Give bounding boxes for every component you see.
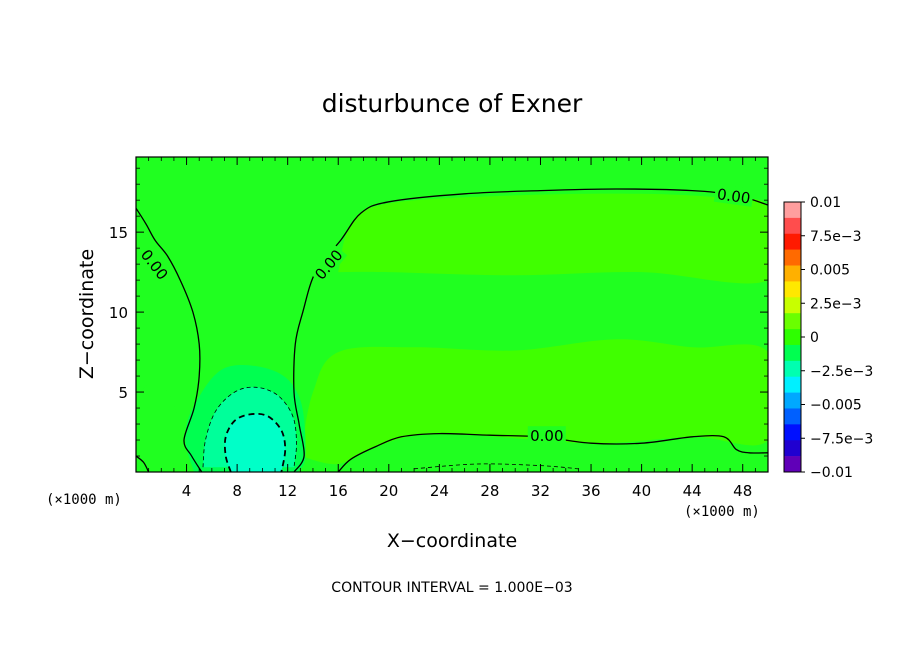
contour-label: 0.00	[716, 185, 752, 207]
colorbar-label: 0.005	[810, 263, 850, 279]
contour-label-bg	[527, 426, 566, 445]
colorbar-segment	[784, 281, 801, 298]
colorbar-label: 2.5e−3	[810, 296, 862, 312]
x-tick-label: 40	[632, 482, 651, 500]
colorbar-segment	[784, 265, 801, 282]
y-tick-label: 15	[109, 224, 128, 242]
x-axis-label: X−coordinate	[387, 530, 517, 552]
colorbar-segment	[784, 202, 801, 219]
x-tick-label: 24	[430, 482, 449, 500]
fill-region	[300, 339, 768, 465]
colorbar-label: −0.01	[810, 465, 853, 481]
colorbar-segment	[784, 408, 801, 425]
x-unit-right: (×1000 m)	[684, 504, 760, 520]
y-axis-label: Z−coordinate	[76, 249, 98, 379]
colorbar-label: 0.01	[810, 195, 841, 211]
colorbar-label: −7.5e−3	[810, 431, 873, 447]
contour-line-zero	[136, 455, 150, 472]
y-tick-label: 10	[109, 304, 128, 322]
fill-region	[224, 413, 286, 472]
contour-line-zero	[136, 207, 203, 472]
colorbar-segment	[784, 329, 801, 346]
x-tick-label: 28	[480, 482, 499, 500]
contour-label-bg	[309, 243, 348, 285]
x-unit-left: (×1000 m)	[46, 492, 122, 508]
x-tick-label: 20	[379, 482, 398, 500]
chart-title: disturbunce of Exner	[322, 89, 583, 118]
colorbar-label: −2.5e−3	[810, 364, 873, 380]
colorbar-segment	[784, 249, 801, 266]
colorbar: 0.01 7.5e−3 0.005 2.5e−3 0 −2.5e−3 −0.005 −7.5e…	[783, 195, 873, 481]
x-tick-label: 48	[733, 482, 752, 500]
colorbar-segment	[784, 233, 801, 250]
colorbar-segment	[784, 360, 801, 378]
plot-area: 0.00 0.000.000.00 4 8 12 16 20 24 28 32 36 40 44 485…	[109, 156, 769, 500]
colorbar-segment	[784, 217, 801, 235]
colorbar-segment	[784, 344, 801, 362]
contour-line-negative	[223, 412, 287, 472]
fill-region	[136, 383, 180, 472]
x-tick-label: 44	[683, 482, 702, 500]
x-tick-label: 16	[329, 482, 348, 500]
colorbar-segment	[784, 424, 801, 441]
colorbar-segment	[784, 313, 801, 330]
x-tick-label: 8	[232, 482, 242, 500]
contour-label: 0.00	[530, 427, 563, 445]
contour-interval-footer: CONTOUR INTERVAL = 1.000E−03	[331, 580, 572, 596]
contour-label-bg	[136, 243, 174, 285]
colorbar-segment	[784, 376, 801, 393]
colorbar-segment	[784, 456, 801, 473]
colorbar-label: 0	[810, 330, 819, 346]
x-tick-label: 12	[278, 482, 297, 500]
colorbar-segment	[784, 392, 801, 409]
contour-line-negative	[414, 463, 579, 470]
y-tick-label: 5	[118, 384, 128, 402]
x-tick-label: 32	[531, 482, 550, 500]
fill-region	[338, 193, 768, 284]
colorbar-label: −0.005	[810, 398, 862, 414]
fill-regions	[136, 193, 768, 472]
colorbar-segment	[784, 297, 801, 314]
x-tick-label: 36	[581, 482, 600, 500]
contour-line-zero	[293, 188, 768, 472]
colorbar-label: 7.5e−3	[810, 229, 862, 245]
colorbar-segment	[784, 440, 801, 457]
contour-label-bg	[713, 183, 754, 207]
contour-line-negative	[202, 386, 297, 468]
x-tick-label: 4	[182, 482, 192, 500]
